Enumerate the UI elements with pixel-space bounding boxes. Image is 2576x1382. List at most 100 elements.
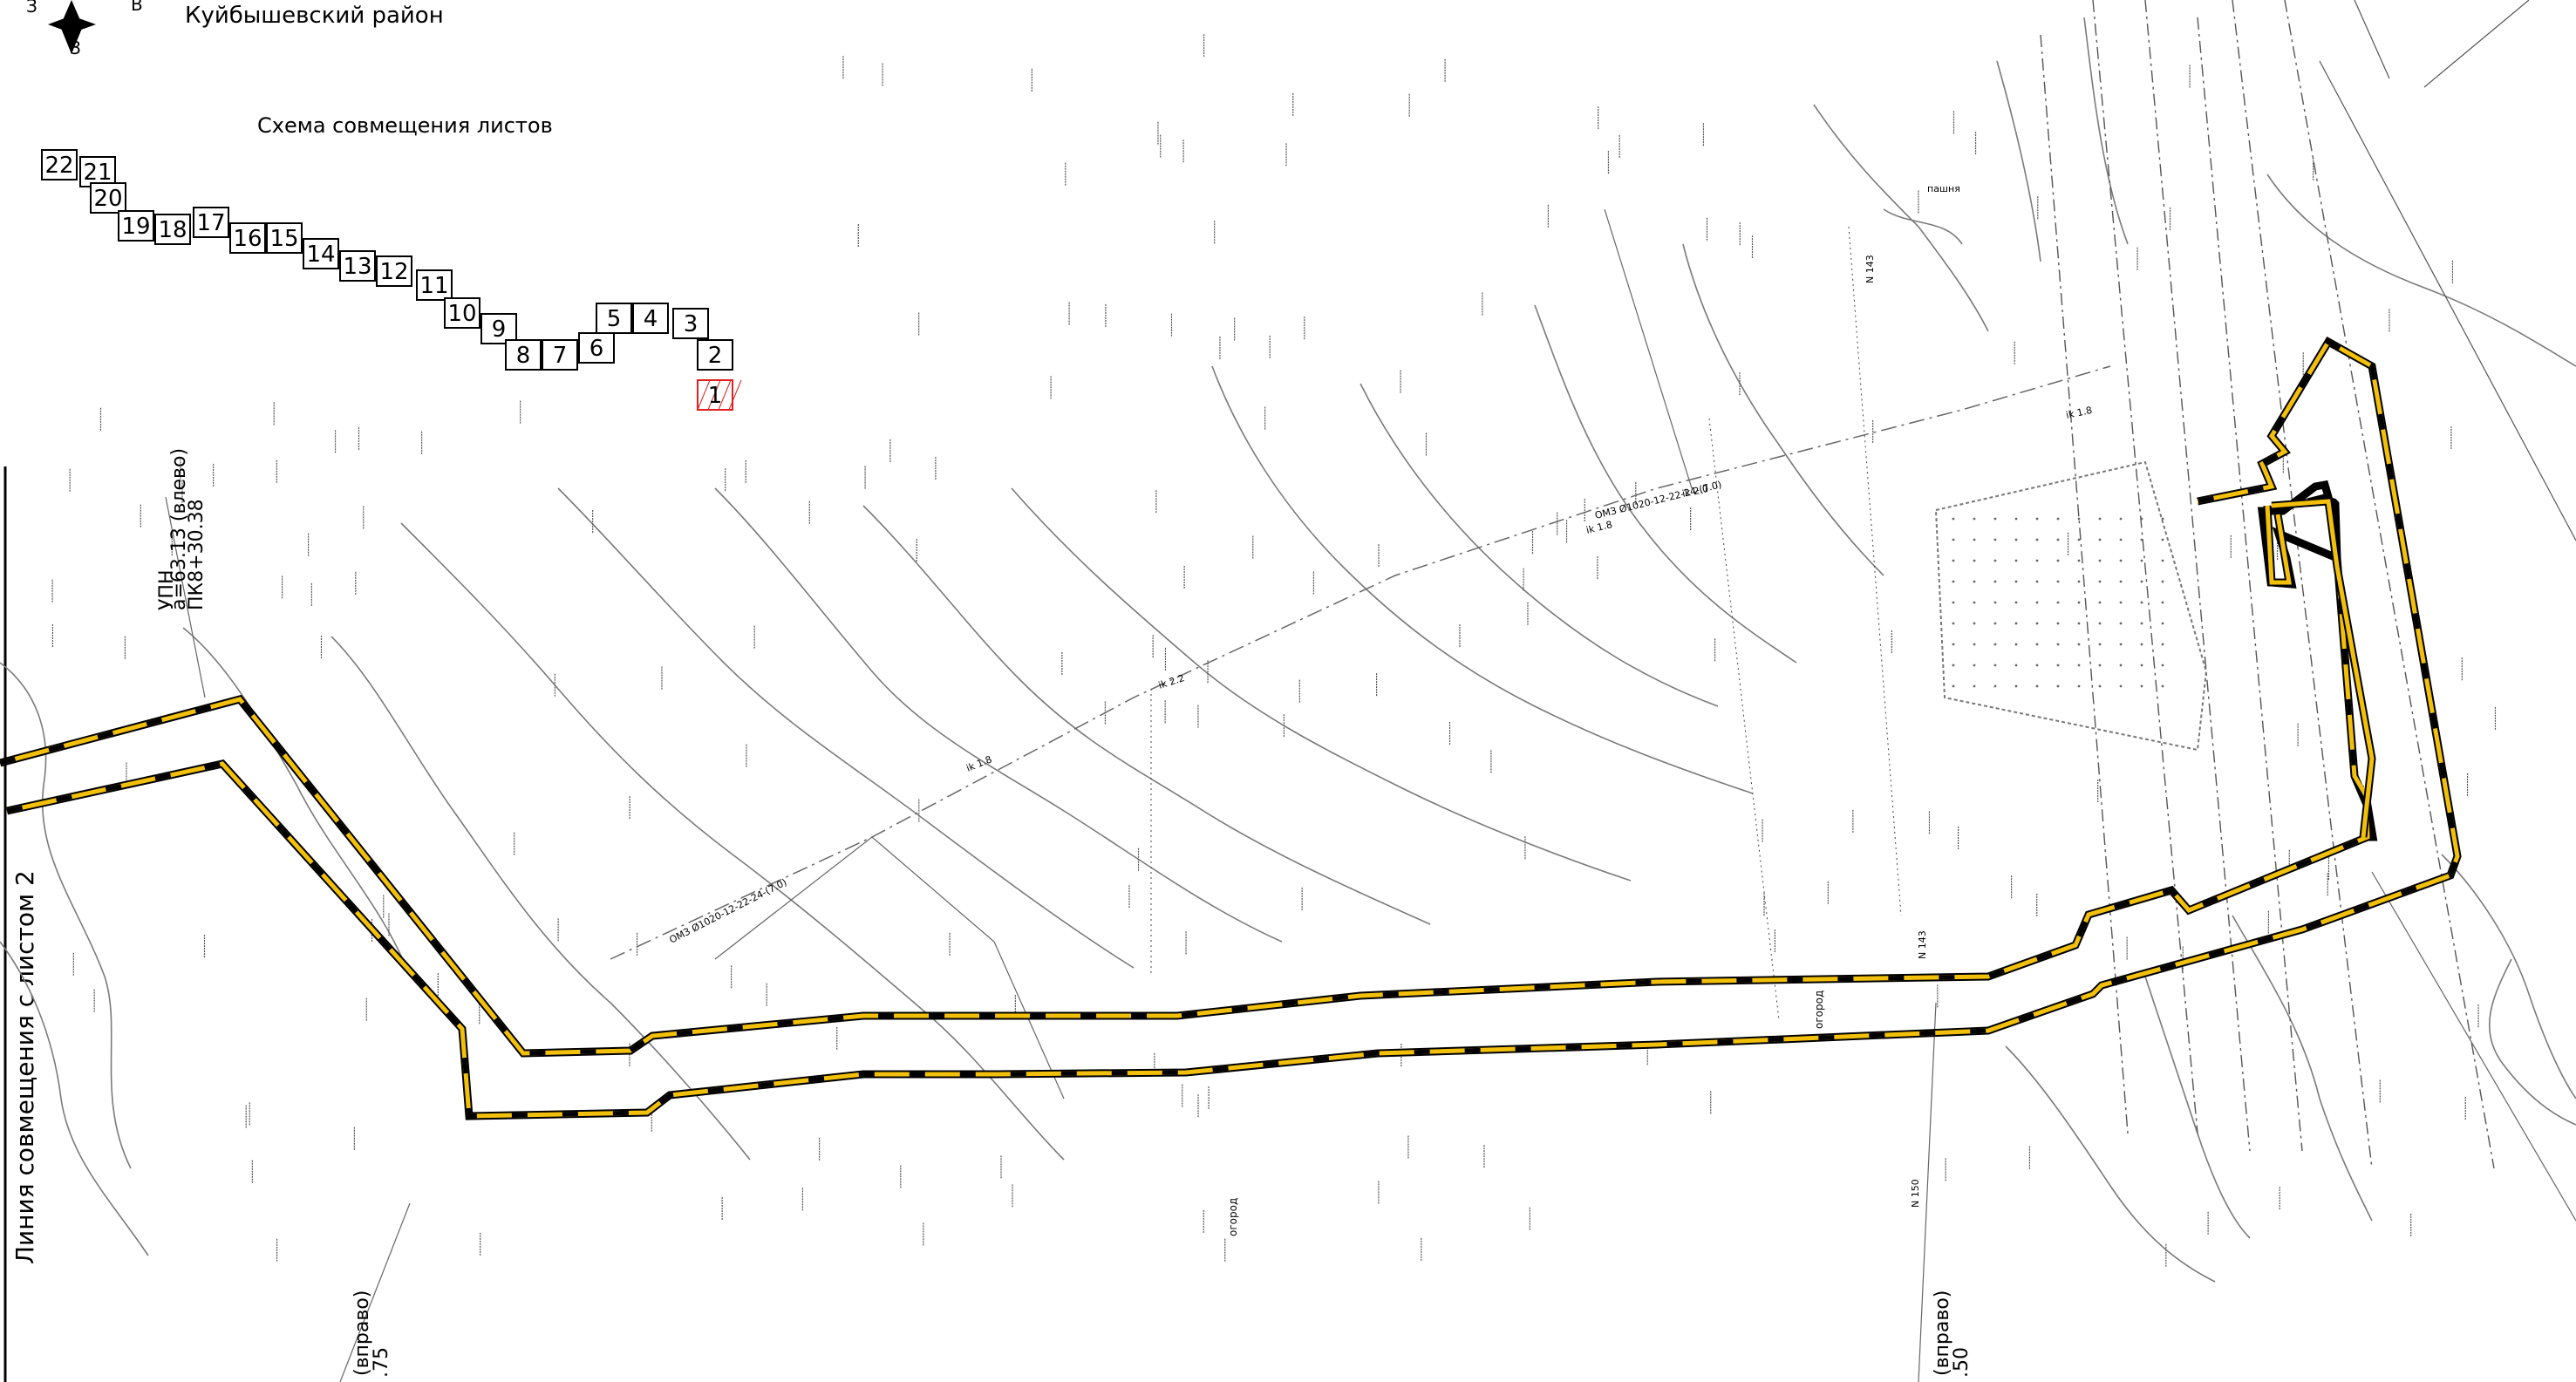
plot-dot — [2057, 623, 2060, 625]
plot-dot — [1973, 664, 1976, 667]
sheet-cell-9: 9 — [481, 314, 516, 344]
plot-dot — [2015, 581, 2018, 583]
district-label: Куйбышевский район — [185, 3, 444, 29]
sheet-cell-15: 15 — [267, 223, 302, 253]
sheet-number: 11 — [419, 273, 448, 299]
plot-dot — [2099, 560, 2102, 562]
plot-dot — [2141, 643, 2143, 646]
compass-east: В — [131, 0, 143, 15]
road-label-1: огород — [1227, 1198, 1239, 1236]
sheet-cell-10: 10 — [445, 298, 480, 328]
plot-dot — [2078, 581, 2081, 583]
fenced-plot — [1936, 462, 2206, 750]
plot-dot — [2015, 664, 2018, 667]
sheet-cell-1: 1 — [698, 380, 741, 410]
bottom-right-value: .50 — [1951, 1347, 1973, 1378]
compass-west: З — [26, 0, 37, 17]
plot-dot — [1952, 602, 1955, 604]
plot-dot — [1973, 581, 1976, 583]
plot-dot — [2120, 518, 2123, 521]
plot-dot — [2120, 560, 2123, 562]
sheet-cell-11: 11 — [417, 270, 452, 300]
plot-dot — [2162, 643, 2164, 646]
plot-dot — [2036, 539, 2039, 541]
plot-dot — [1973, 539, 1976, 541]
plot-dot — [2078, 685, 2081, 688]
plot-dot — [2036, 685, 2039, 688]
sheet-cell-21: 21 — [80, 157, 115, 187]
plot-dot — [1994, 560, 1997, 562]
plot-dot — [2078, 518, 2081, 521]
plot-dot — [2036, 643, 2039, 646]
plot-dot — [1973, 623, 1976, 625]
plot-dot — [1952, 560, 1955, 562]
plot-dot — [2099, 685, 2102, 688]
plot-dot — [2036, 518, 2039, 521]
plot-dot — [1952, 643, 1955, 646]
sheet-cell-3: 3 — [673, 309, 708, 338]
sheet-cell-2: 2 — [698, 340, 733, 370]
plot-dot — [2078, 664, 2081, 667]
plot-dot — [2141, 539, 2143, 541]
plot-dot — [2141, 664, 2143, 667]
plot-dot — [2057, 643, 2060, 646]
sheet-number: 18 — [158, 217, 187, 243]
plot-dot — [2099, 623, 2102, 625]
plot-dot — [2078, 623, 2081, 625]
sheet-cell-18: 18 — [155, 214, 190, 244]
plot-dot — [2141, 518, 2143, 521]
sheet-number: 8 — [516, 343, 531, 369]
plot-dot — [2057, 560, 2060, 562]
sheet-cell-19: 19 — [119, 211, 153, 241]
plot-dot — [1994, 623, 1997, 625]
plot-dot — [2162, 518, 2164, 521]
road-label-2: огород — [1813, 991, 1825, 1029]
plot-dot — [2141, 623, 2143, 625]
upg-pk: ПК8+30.38 — [186, 499, 208, 610]
plot-dot — [1952, 539, 1955, 541]
plot-dot — [2057, 664, 2060, 667]
plot-dot — [2162, 581, 2164, 583]
scheme-title: Схема совмещения листов — [257, 113, 553, 138]
plot-dot — [2015, 518, 2018, 521]
plot-dot — [2162, 602, 2164, 604]
sheet-cell-7: 7 — [542, 340, 577, 370]
plot-dot — [2078, 643, 2081, 646]
north-marker-mid: N 143 — [1917, 930, 1928, 959]
sheet-number: 2 — [708, 343, 723, 369]
slope-label-4: ik 2.0 — [1681, 483, 1709, 500]
plot-dot — [2015, 623, 2018, 625]
plot-dot — [2162, 685, 2164, 688]
plot-dot — [1994, 664, 1997, 667]
slope-label-5: ik 1.8 — [2065, 405, 2093, 421]
sheet-number: 17 — [196, 210, 225, 236]
plot-grid-dots — [1952, 518, 2164, 688]
sheet-number: 6 — [589, 336, 604, 362]
plot-dot — [2099, 602, 2102, 604]
sheet-cell-8: 8 — [506, 340, 541, 370]
plot-dot — [2141, 581, 2143, 583]
area-label: пашня — [1927, 183, 1960, 194]
sheet-number: 20 — [93, 186, 122, 212]
match-line-label: Линия совмещения с листом 2 — [10, 870, 39, 1264]
sheet-number: 12 — [379, 259, 408, 285]
slope-label-2: ik 2.2 — [1157, 672, 1186, 691]
sheet-number: 15 — [269, 226, 298, 252]
plot-dot — [1973, 643, 1976, 646]
plot-dot — [1973, 518, 1976, 521]
plot-dot — [2120, 602, 2123, 604]
plot-dot — [1994, 518, 1997, 521]
survey-elevation-marks — [52, 34, 2495, 1267]
plot-dot — [2120, 685, 2123, 688]
sheet-number: 10 — [447, 301, 476, 327]
plot-dot — [2078, 539, 2081, 541]
sheet-number: 13 — [343, 254, 371, 280]
plot-dot — [2120, 623, 2123, 625]
plot-dot — [1994, 643, 1997, 646]
plot-dot — [2057, 539, 2060, 541]
sheet-number: 1 — [708, 383, 723, 409]
sheet-cell-16: 16 — [230, 223, 265, 253]
plot-dot — [2036, 560, 2039, 562]
sheet-cell-5: 5 — [596, 303, 631, 333]
